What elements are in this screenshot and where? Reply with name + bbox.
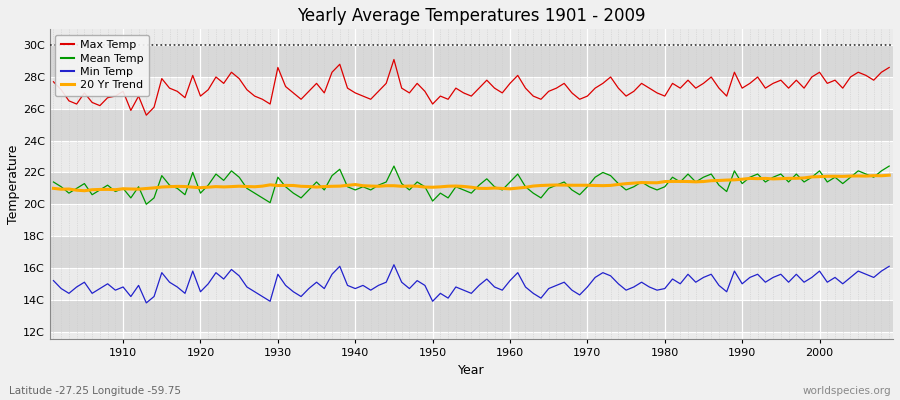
Legend: Max Temp, Mean Temp, Min Temp, 20 Yr Trend: Max Temp, Mean Temp, Min Temp, 20 Yr Tre… [55, 35, 148, 96]
Bar [50, 236, 893, 268]
Bar [50, 45, 893, 77]
X-axis label: Year: Year [458, 364, 484, 377]
Bar [50, 268, 893, 300]
Bar [50, 172, 893, 204]
Bar [50, 300, 893, 332]
Text: worldspecies.org: worldspecies.org [803, 386, 891, 396]
Bar [50, 141, 893, 172]
Y-axis label: Temperature: Temperature [7, 145, 20, 224]
Bar [50, 77, 893, 109]
Title: Yearly Average Temperatures 1901 - 2009: Yearly Average Temperatures 1901 - 2009 [297, 7, 645, 25]
Text: Latitude -27.25 Longitude -59.75: Latitude -27.25 Longitude -59.75 [9, 386, 181, 396]
Bar [50, 204, 893, 236]
Bar [50, 109, 893, 141]
